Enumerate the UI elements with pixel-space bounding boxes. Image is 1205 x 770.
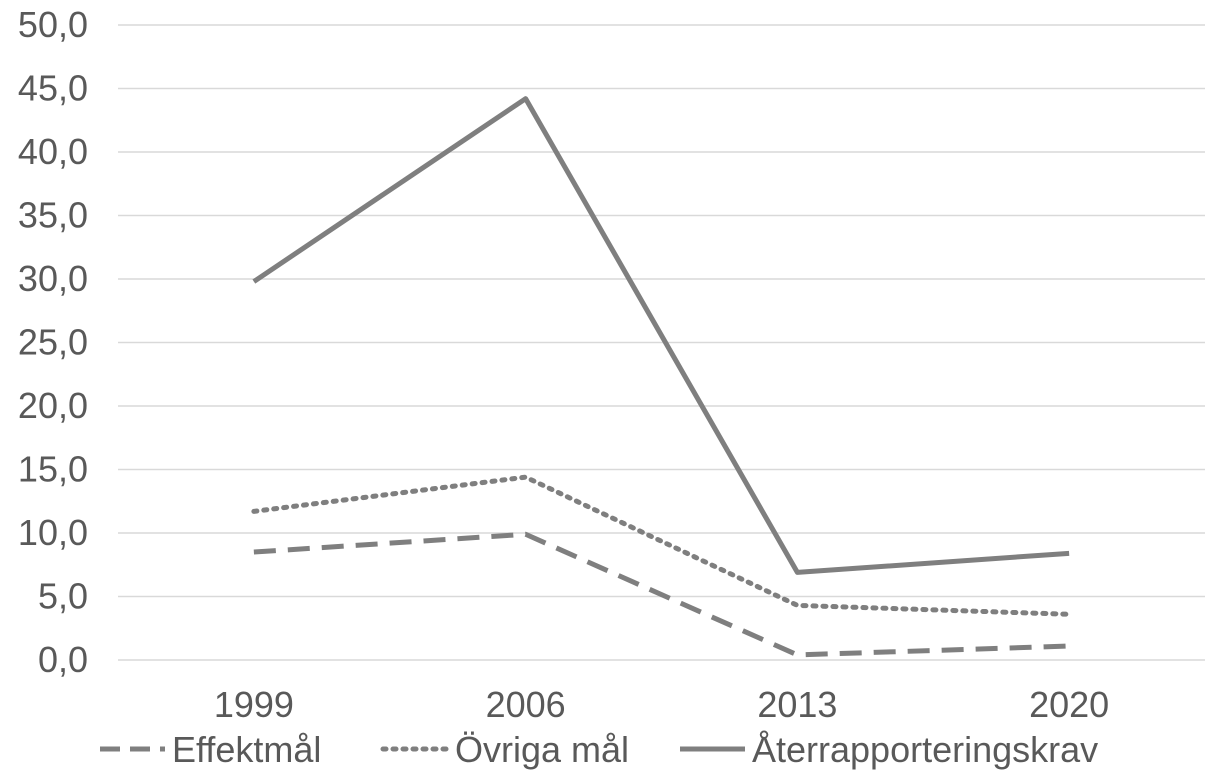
x-tick-label: 2020 <box>1029 684 1109 725</box>
series-line-1 <box>251 474 1072 617</box>
series-line-0 <box>253 531 1070 658</box>
y-tick-label: 0,0 <box>38 639 88 680</box>
x-axis-ticks: 1999 2006 2013 2020 <box>214 684 1109 725</box>
y-axis-ticks: 0,0 5,0 10,0 15,0 20,0 25,0 30,0 35,0 40,0 45,0 50… <box>18 4 88 680</box>
y-tick-label: 10,0 <box>18 512 88 553</box>
series-line-2 <box>252 96 1070 575</box>
x-tick-label: 1999 <box>214 684 294 725</box>
legend-label: Återrapporteringskrav <box>752 729 1098 770</box>
y-tick-label: 30,0 <box>18 258 88 299</box>
y-tick-label: 5,0 <box>38 576 88 617</box>
gridlines <box>118 24 1205 661</box>
legend-label: Övriga mål <box>455 729 629 770</box>
y-tick-label: 25,0 <box>18 322 88 363</box>
y-tick-label: 50,0 <box>18 4 88 45</box>
series-lines <box>251 96 1072 658</box>
y-tick-label: 40,0 <box>18 131 88 172</box>
x-tick-label: 2006 <box>486 684 566 725</box>
x-tick-label: 2013 <box>757 684 837 725</box>
y-tick-label: 35,0 <box>18 195 88 236</box>
legend: Effektmål Övriga mål Återrapporteringskrav <box>100 729 1098 770</box>
y-tick-label: 45,0 <box>18 68 88 109</box>
y-tick-label: 15,0 <box>18 449 88 490</box>
legend-label: Effektmål <box>172 729 321 770</box>
y-tick-label: 20,0 <box>18 385 88 426</box>
